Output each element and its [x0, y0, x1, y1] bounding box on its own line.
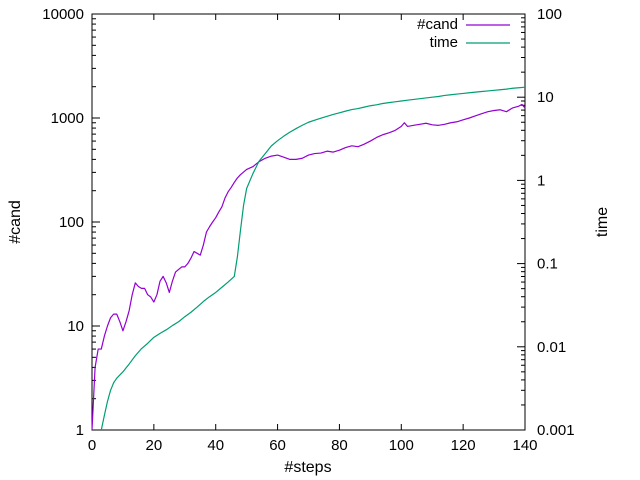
series-line-time — [100, 86, 526, 431]
y-tick-label: 1000 — [51, 110, 84, 127]
legend-label-time: time — [430, 34, 458, 51]
y-tick-label: 10 — [67, 318, 84, 335]
series-layer — [91, 86, 526, 431]
x-axis-title: #steps — [284, 459, 331, 476]
series-line-cand — [91, 103, 526, 431]
y2-axis-ticks: 0.001 0.01 0.1 1 10 100 — [517, 6, 575, 439]
x-tick-label: 140 — [512, 437, 537, 454]
x-tick-label: 40 — [207, 437, 224, 454]
y2-axis-title: time — [594, 207, 611, 237]
y2-tick-label: 0.1 — [537, 256, 558, 273]
y-tick-label: 1 — [76, 422, 84, 439]
x-tick-label: 0 — [88, 437, 96, 454]
y-tick-label: 10000 — [42, 6, 84, 23]
x-tick-label: 100 — [389, 437, 414, 454]
y2-tick-label: 0.01 — [537, 339, 566, 356]
y-axis-title: #cand — [7, 200, 24, 244]
y2-tick-label: 1 — [537, 172, 545, 189]
x-axis-ticks: 0 20 40 60 80 100 120 140 — [88, 14, 538, 454]
legend-label-cand: #cand — [417, 16, 458, 33]
x-tick-label: 20 — [146, 437, 163, 454]
plot-frame — [91, 13, 526, 431]
y2-tick-label: 0.001 — [537, 422, 575, 439]
y2-tick-label: 10 — [537, 89, 554, 106]
legend: #cand time — [417, 16, 510, 51]
x-tick-label: 80 — [331, 437, 348, 454]
x-tick-label: 120 — [451, 437, 476, 454]
y-axis-ticks: 1 10 100 1000 10000 — [42, 6, 100, 439]
x-tick-label: 60 — [269, 437, 286, 454]
y2-tick-label: 100 — [537, 6, 562, 23]
y-tick-label: 100 — [59, 214, 84, 231]
